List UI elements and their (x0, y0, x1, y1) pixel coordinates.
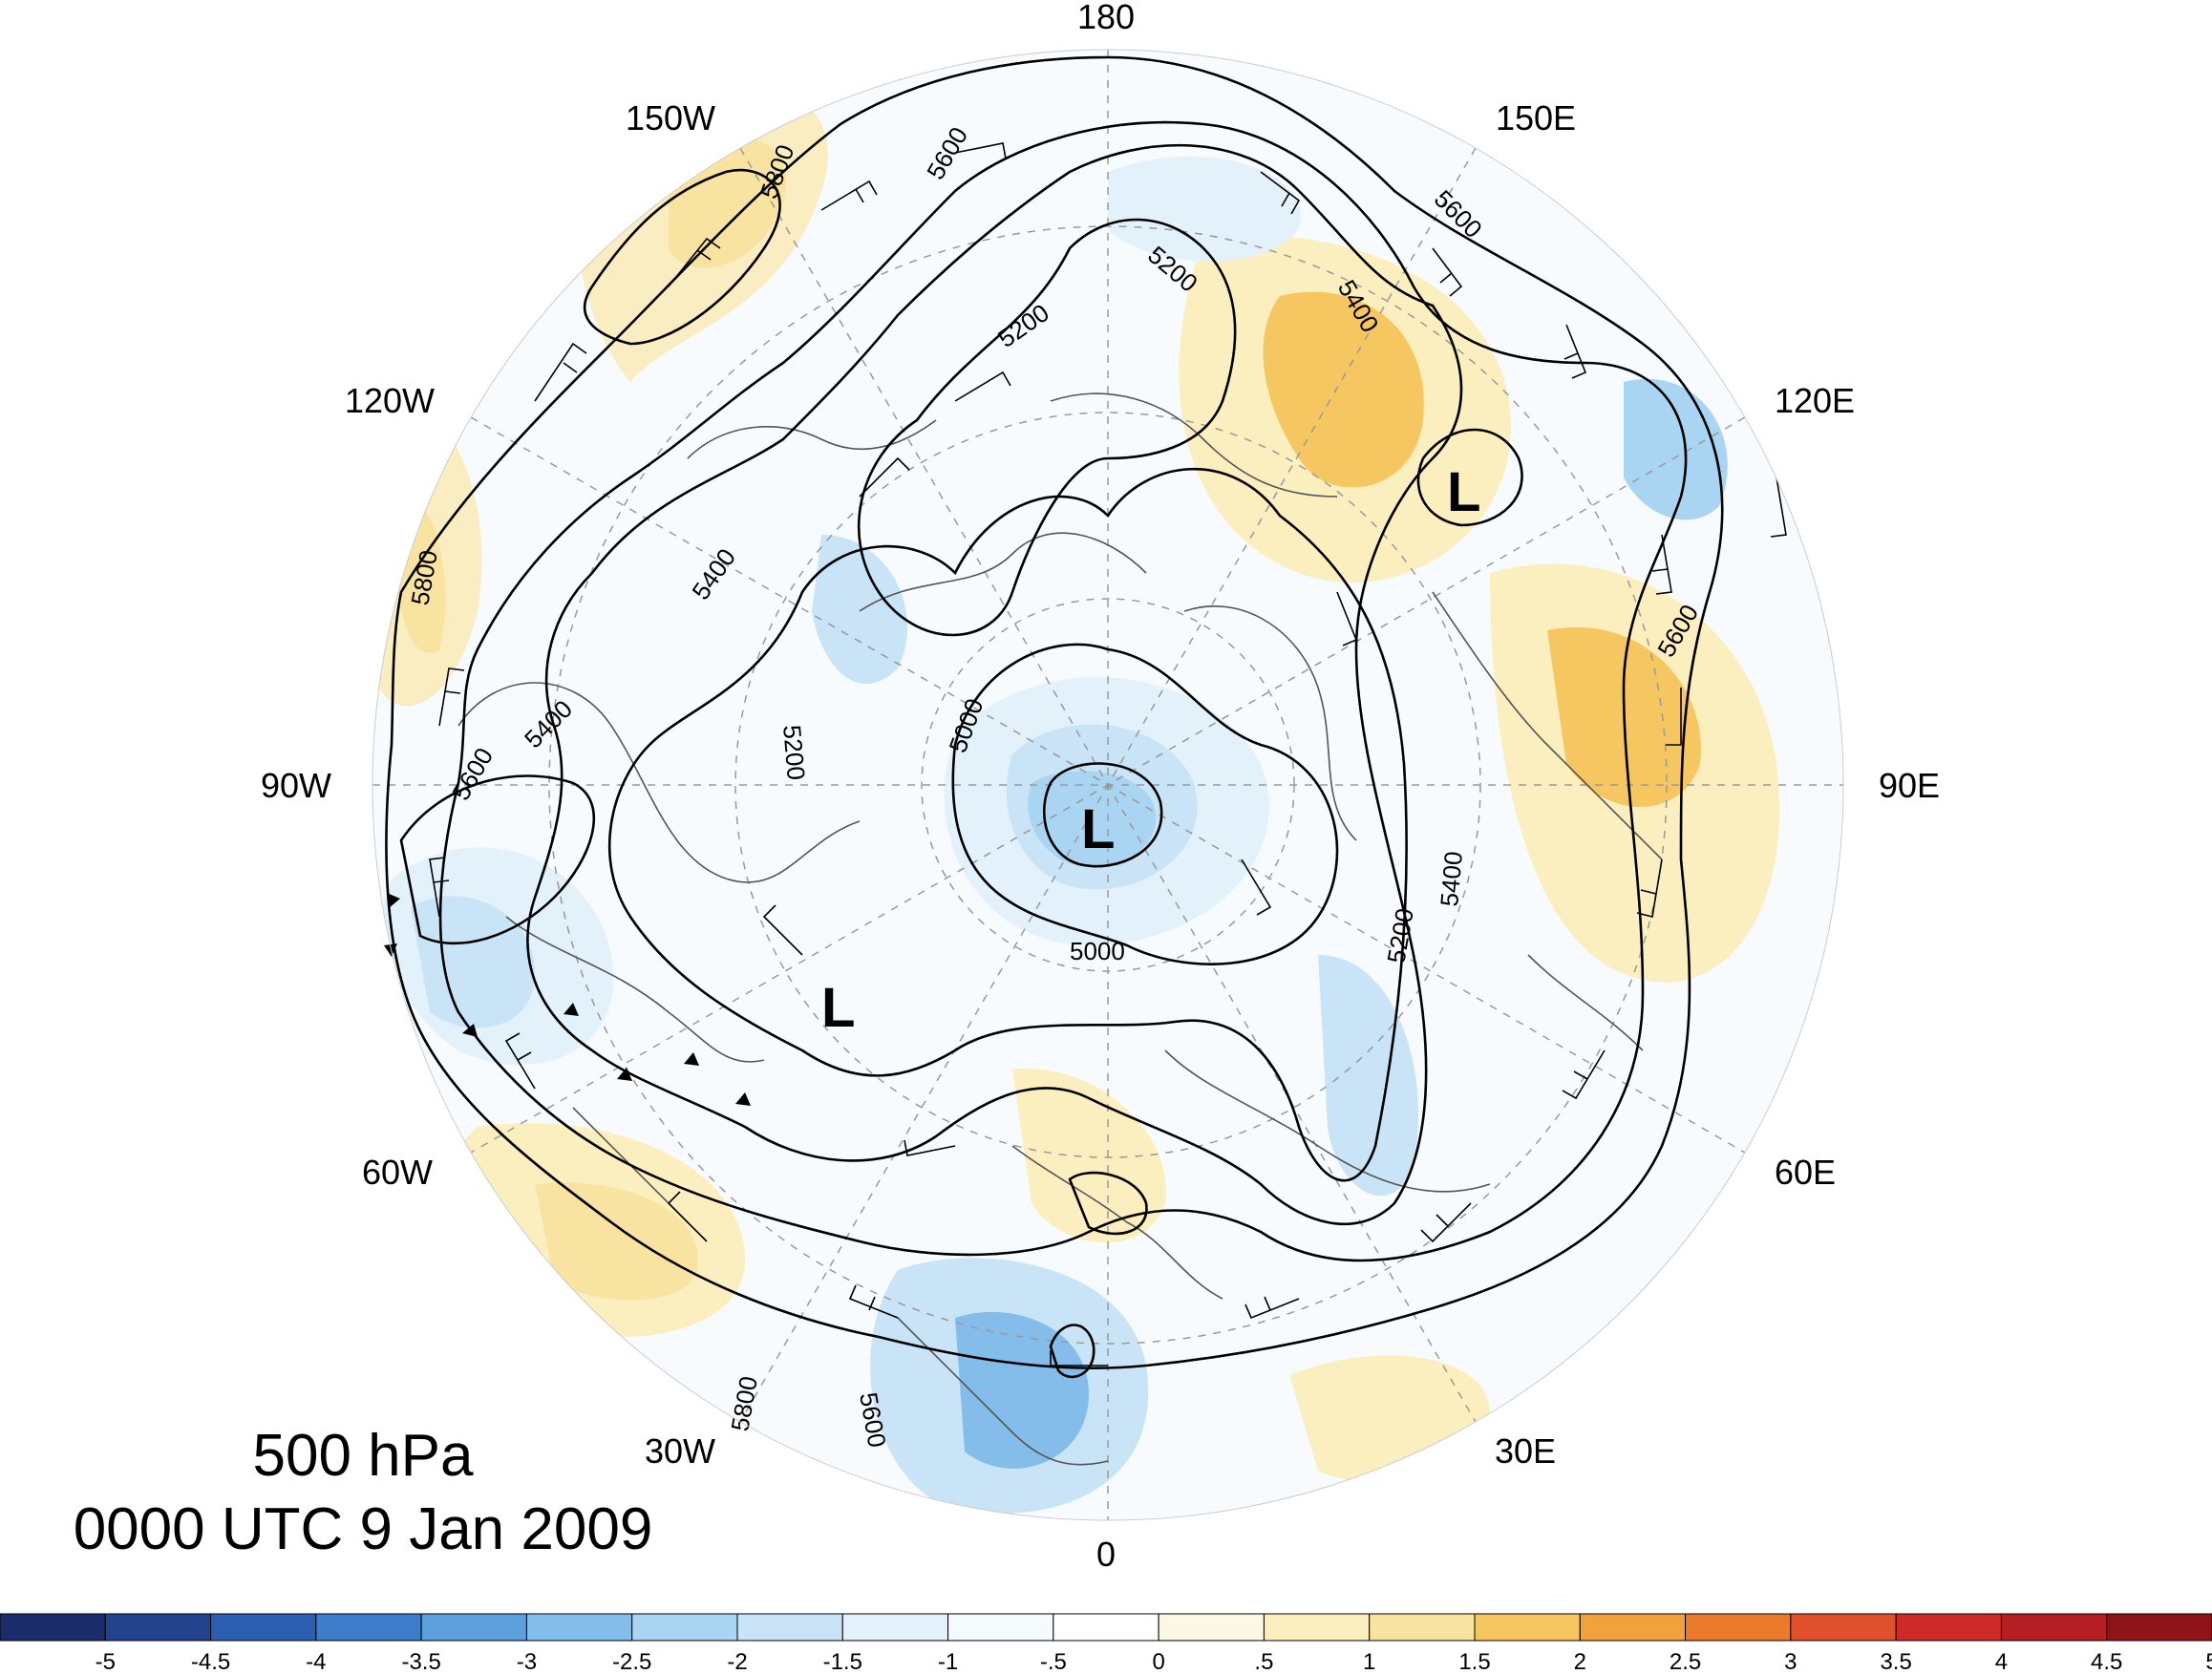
colorbar-swatch (525, 1613, 633, 1642)
longitude-label: 120E (1775, 381, 1855, 420)
longitude-label: 90W (261, 766, 331, 805)
colorbar-tick-label: 4 (1995, 1649, 2008, 1674)
colorbar-tick-label: -2.5 (612, 1649, 651, 1674)
globe-outline (372, 49, 1844, 1521)
longitude-label: 0 (1096, 1535, 1116, 1574)
longitude-label: 150W (626, 98, 715, 138)
colorbar-swatch (104, 1613, 212, 1642)
contour-label: 5200 (777, 724, 811, 781)
colorbar-tick-label: 1 (1363, 1649, 1375, 1674)
colorbar-tick-label: -3.5 (401, 1649, 440, 1674)
longitude-label: 60W (362, 1153, 433, 1192)
colorbar-swatch (1369, 1613, 1476, 1642)
colorbar-tick-label: .5 (1254, 1649, 1273, 1674)
colorbar-swatch (736, 1613, 843, 1642)
low-center-marker: L (1447, 461, 1480, 523)
colorbar-swatch (631, 1613, 738, 1642)
contour-label: 5000 (1070, 937, 1125, 965)
colorbar-tick-label: -3 (517, 1649, 537, 1674)
colorbar-swatch (1790, 1613, 1897, 1642)
colorbar-tick-label: 4.5 (2091, 1649, 2122, 1674)
colorbar-tick-label: -4 (306, 1649, 326, 1674)
colorbar-swatch (1474, 1613, 1581, 1642)
graticule (372, 50, 1843, 1520)
colorbar-swatch (841, 1613, 949, 1642)
cold-front (384, 893, 751, 1106)
colorbar-swatch (1158, 1613, 1265, 1642)
colorbar-tick-label: -4.5 (191, 1649, 230, 1674)
longitude-label: 60E (1775, 1153, 1836, 1192)
colorbar-tick-label: -1 (938, 1649, 958, 1674)
colorbar-tick-label: -5 (96, 1649, 116, 1674)
colorbar-tick-label: 0 (1152, 1649, 1164, 1674)
colorbar-tick-label: 1.5 (1458, 1649, 1490, 1674)
colorbar-swatch (0, 1613, 106, 1642)
height-contours (385, 55, 1724, 1379)
wind-barbs (390, 132, 1787, 1367)
low-center-marker: L (821, 977, 855, 1039)
colorbar-tick-label: 2.5 (1670, 1649, 1701, 1674)
colorbar-tick-label: 2 (1574, 1649, 1586, 1674)
time-title: 0000 UTC 9 Jan 2009 (74, 1496, 653, 1562)
colorbar-swatch (210, 1613, 317, 1642)
low-markers: L L L (821, 461, 1480, 1039)
longitude-labels: 180 150E 120E 90E 60E 30E 0 30W 60W 90W … (261, 0, 1940, 1574)
longitude-label: 150E (1496, 98, 1576, 138)
level-title: 500 hPa (253, 1423, 475, 1489)
colorbar-labels: -5 -4.5 -4 -3.5 -3 -2.5 -2 -1.5 -1 -.5 0 .5 1 1.5 2 2.5… (96, 1649, 2212, 1674)
colorbar-swatch (315, 1613, 422, 1642)
longitude-label: 30W (645, 1431, 715, 1471)
colorbar-tick-label: -.5 (1040, 1649, 1067, 1674)
colorbar-tick-label: -1.5 (823, 1649, 862, 1674)
colorbar-tick-label: 5 (2205, 1649, 2212, 1674)
colorbar-tick-label: 3 (1784, 1649, 1797, 1674)
colorbar-swatch (2000, 1613, 2108, 1642)
longitude-label: 180 (1077, 0, 1135, 36)
longitude-label: 120W (345, 381, 435, 420)
colorbar-swatch (1263, 1613, 1371, 1642)
low-center-marker: L (1081, 798, 1115, 860)
colorbar-swatch (1895, 1613, 2002, 1642)
colorbar-swatch (1053, 1613, 1159, 1642)
colorbar-swatch (1685, 1613, 1792, 1642)
colorbar-swatch (1579, 1613, 1687, 1642)
contour-label: 5400 (1435, 850, 1468, 907)
colorbar-swatches (0, 1613, 2212, 1642)
colorbar: -5 -4.5 -4 -3.5 -3 -2.5 -2 -1.5 -1 -.5 0 .5 1 1.5 2 2.5… (0, 1613, 2212, 1674)
colorbar-swatch (420, 1613, 527, 1642)
colorbar-tick-label: 3.5 (1880, 1649, 1911, 1674)
colorbar-swatch (2106, 1613, 2212, 1642)
longitude-label: 90E (1879, 766, 1940, 805)
longitude-label: 30E (1495, 1431, 1556, 1471)
colorbar-tick-label: -2 (727, 1649, 747, 1674)
colorbar-swatch (947, 1613, 1054, 1642)
